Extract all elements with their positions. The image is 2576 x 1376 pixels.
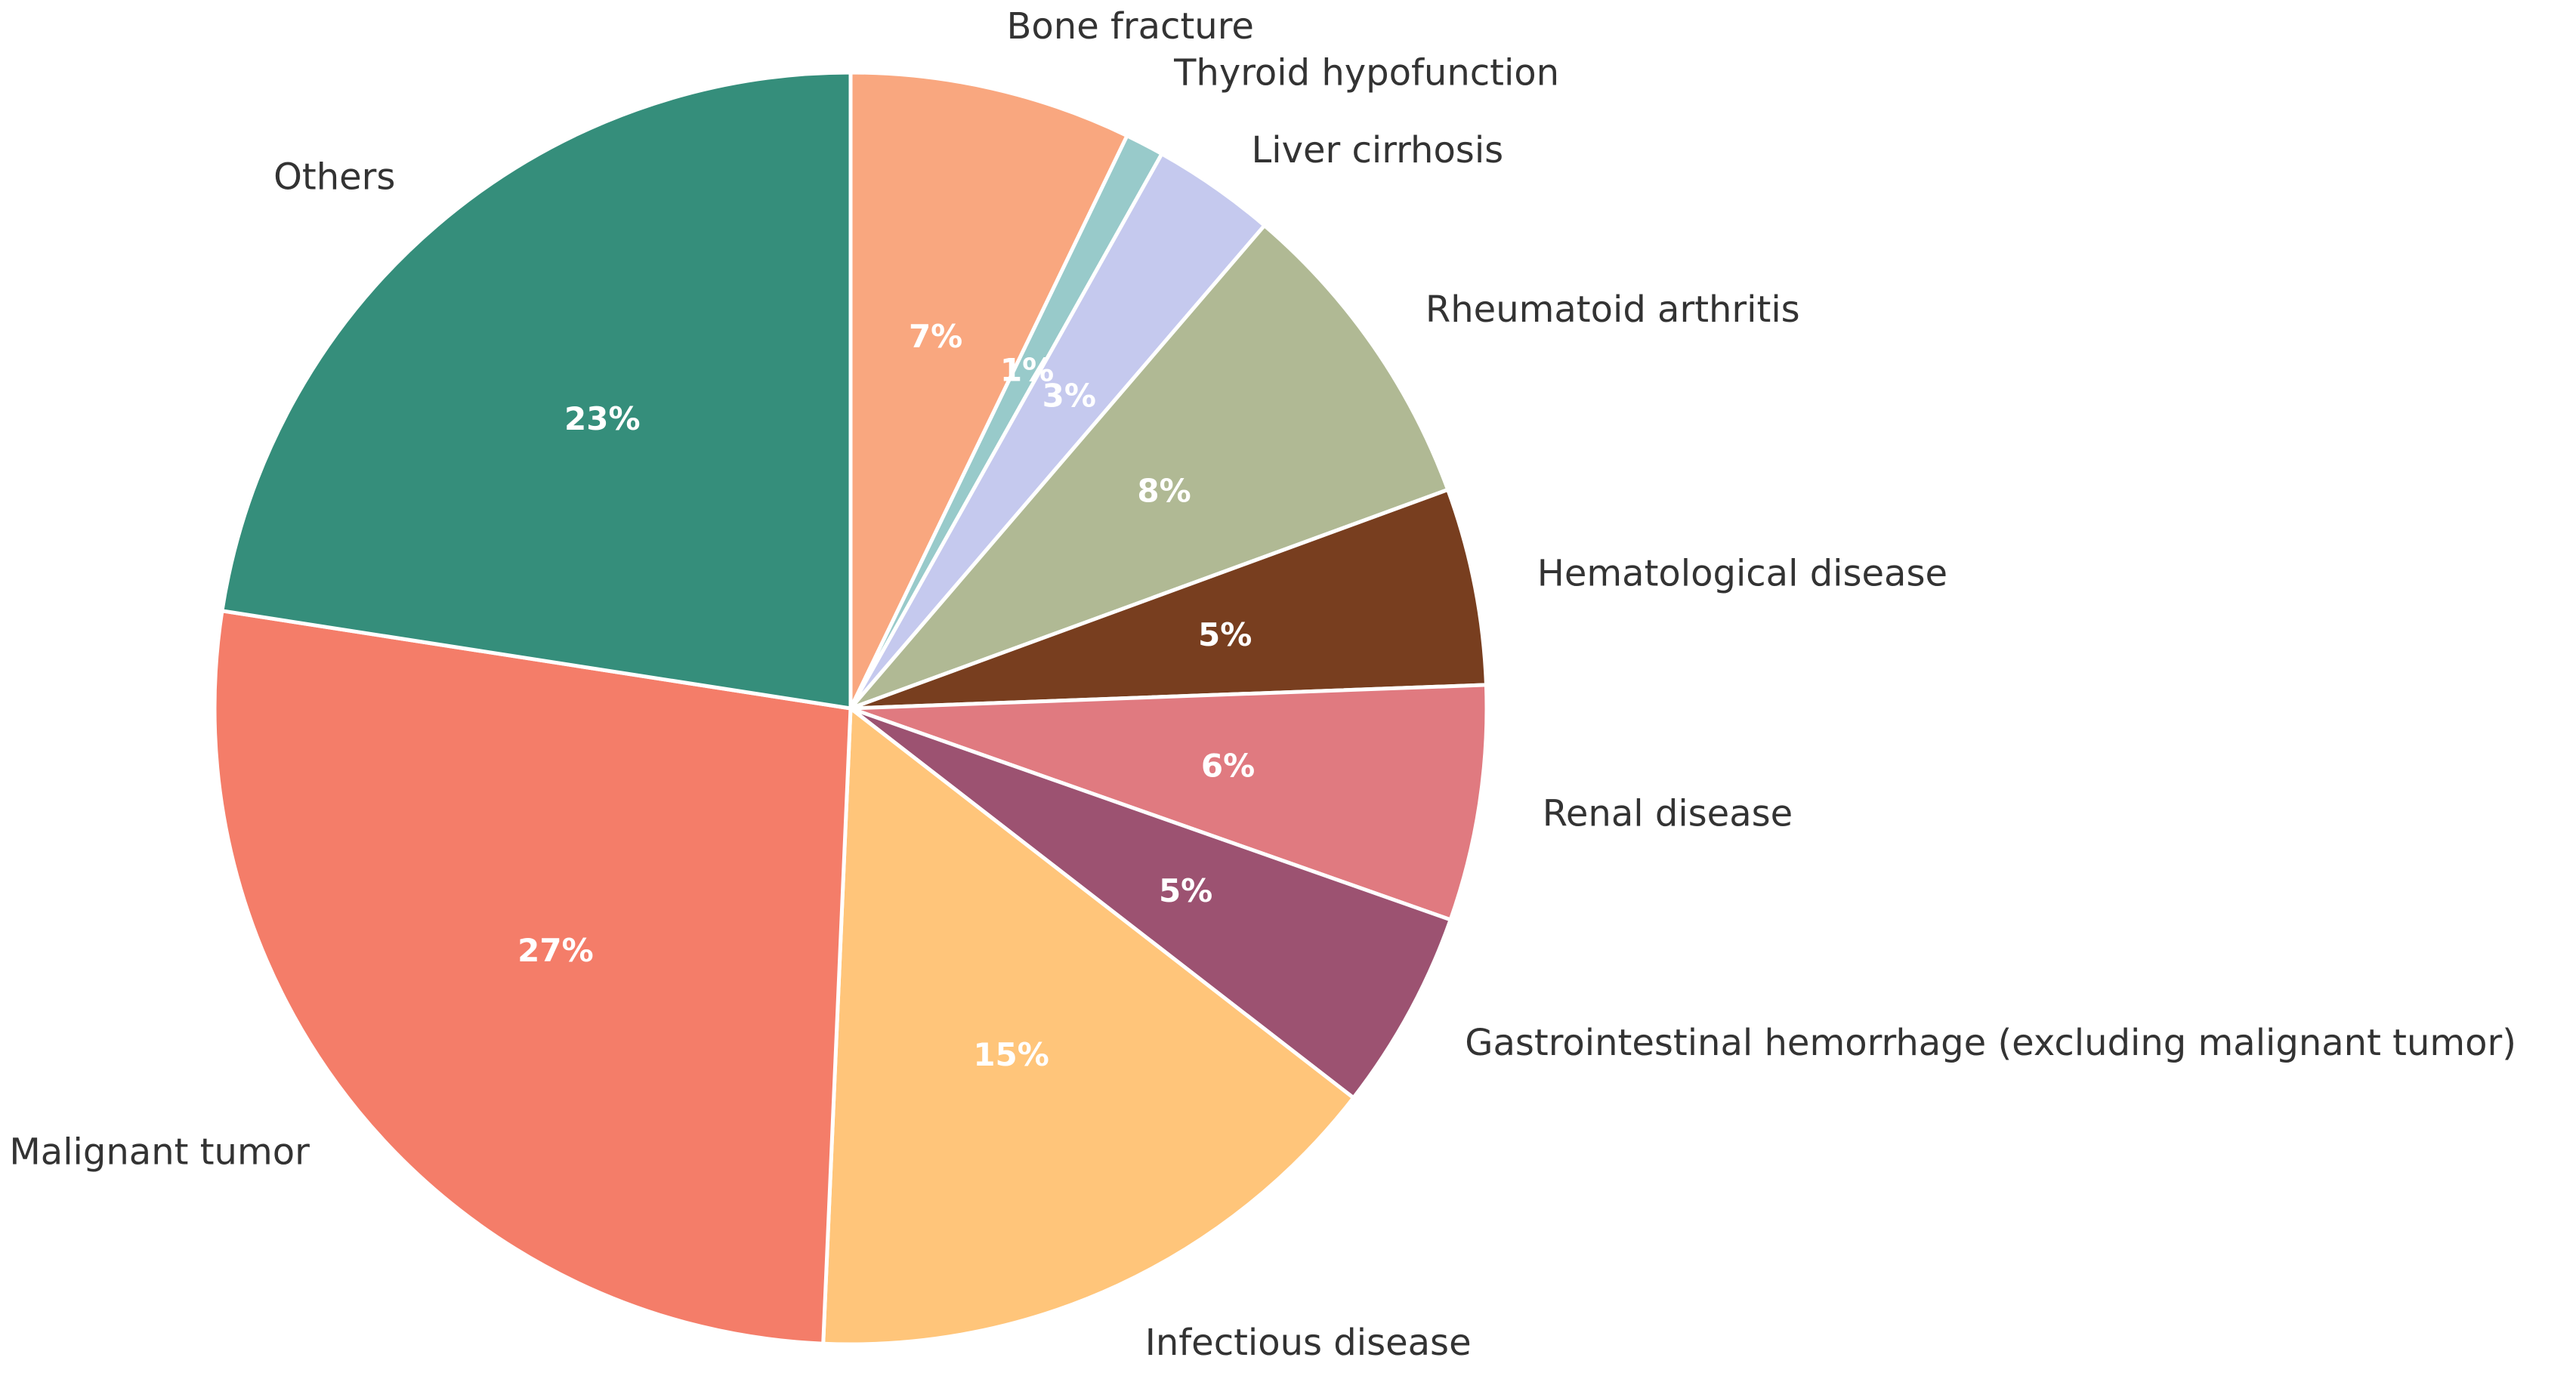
category-label-infectious-disease: Infectious disease xyxy=(1145,1322,1472,1364)
percent-label-hematological-disease: 5% xyxy=(1198,616,1252,653)
category-label-liver-cirrhosis: Liver cirrhosis xyxy=(1252,129,1504,171)
percent-label-rheumatoid-arthritis: 8% xyxy=(1137,472,1191,509)
percent-label-bone-fracture: 7% xyxy=(909,318,962,355)
percent-label-infectious-disease: 15% xyxy=(973,1036,1049,1073)
pie-slice-gastrointestinal-hemorrhage-excluding-malignant-tumor xyxy=(848,706,1453,1100)
pie-slices xyxy=(212,70,1489,1347)
pie-slice-malignant-tumor xyxy=(212,609,853,1346)
pie-slice-others xyxy=(220,70,853,711)
percent-label-thyroid-hypofunction: 1% xyxy=(1000,352,1054,389)
category-label-renal-disease: Renal disease xyxy=(1543,792,1793,835)
percent-label-malignant-tumor: 27% xyxy=(517,932,594,969)
pie-slice-infectious-disease xyxy=(821,706,1356,1347)
percent-labels: 7% 1%3% 8% 5% 6% 5% 15% 27% 23% xyxy=(517,318,1255,1073)
percent-label-others: 23% xyxy=(564,400,641,437)
category-label-malignant-tumor: Malignant tumor xyxy=(9,1131,310,1173)
pie-slice-rheumatoid-arthritis xyxy=(848,224,1450,711)
category-label-rheumatoid-arthritis: Rheumatoid arthritis xyxy=(1425,288,1800,331)
category-label-thyroid-hypofunction: Thyroid hypofunction xyxy=(1173,52,1559,94)
percent-label-liver-cirrhosis: 3% xyxy=(1042,377,1096,414)
category-label-gastrointestinal-hemorrhage-excluding-malignant-tumor: Gastrointestinal hemorrhage (excluding m… xyxy=(1465,1022,2516,1064)
category-label-bone-fracture: Bone fracture xyxy=(1007,5,1254,48)
pie-slice-renal-disease xyxy=(848,683,1489,922)
percent-label-gastrointestinal-hemorrhage-excluding-malignant-tumor: 5% xyxy=(1159,872,1212,909)
category-label-hematological-disease: Hematological disease xyxy=(1537,552,1947,594)
pie-slice-hematological-disease xyxy=(848,487,1488,711)
pie-slice-bone-fracture xyxy=(848,70,1129,711)
percent-label-renal-disease: 6% xyxy=(1201,748,1255,785)
category-label-others: Others xyxy=(273,156,395,199)
